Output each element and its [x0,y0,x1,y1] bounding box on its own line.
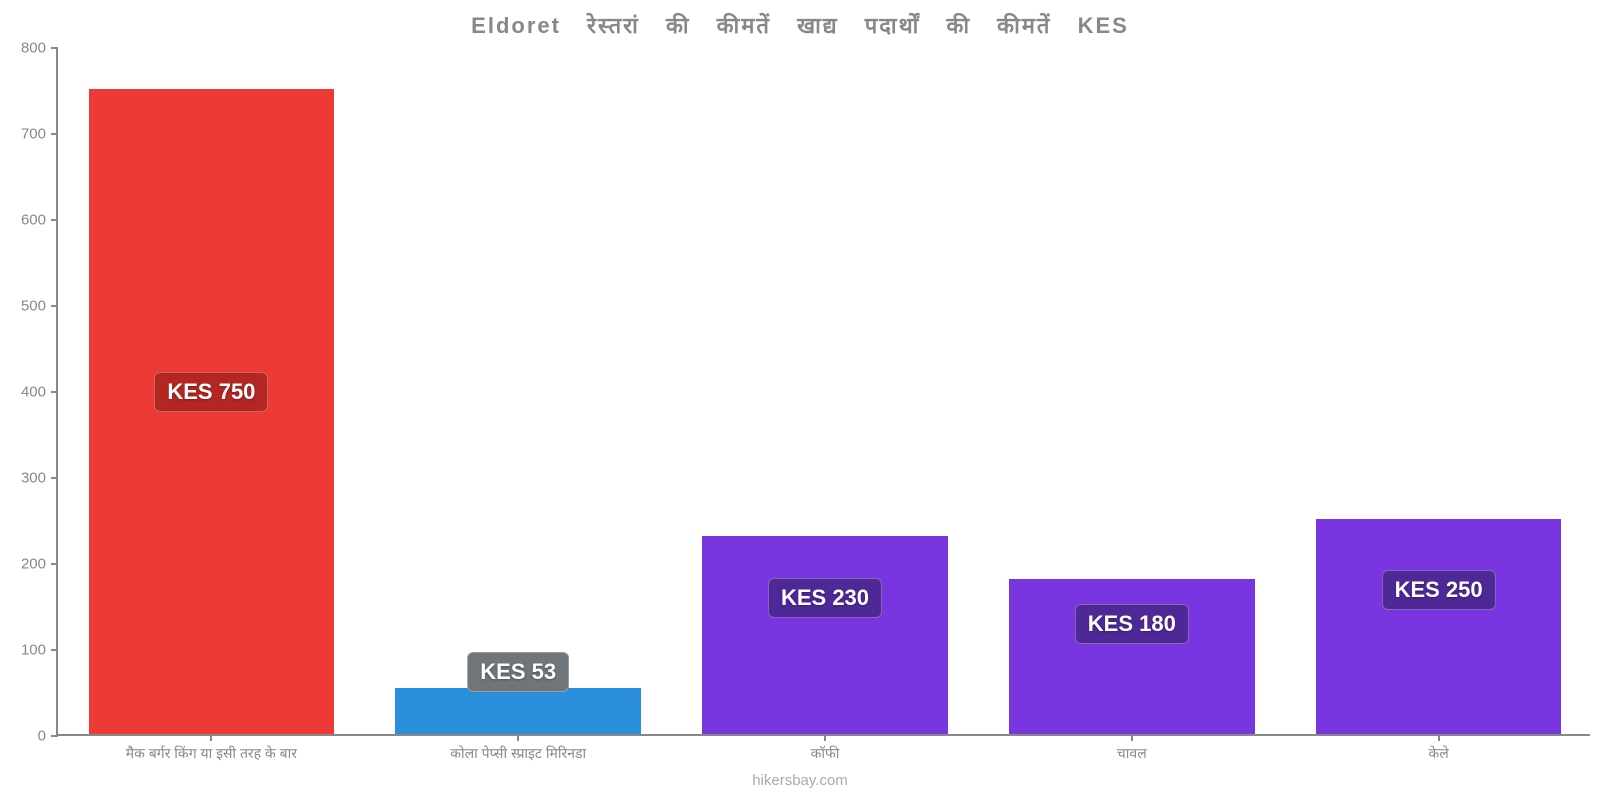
y-tick-mark [51,133,58,135]
bar [1316,519,1561,734]
bar-value-label: KES 230 [768,578,882,618]
bar [395,688,640,734]
plot-area: 0100200300400500600700800KES 750मैक बर्ग… [56,48,1590,736]
bar-value-label: KES 250 [1382,570,1496,610]
y-tick-mark [51,563,58,565]
chart-title: Eldoret रेस्तरां की कीमतें खाद्य पदार्थो… [0,0,1600,40]
y-tick-mark [51,305,58,307]
x-tick-mark [517,734,519,741]
y-tick-mark [51,477,58,479]
bar [702,536,947,734]
y-tick-mark [51,219,58,221]
chart-container: Eldoret रेस्तरां की कीमतें खाद्य पदार्थो… [0,0,1600,800]
bar [1009,579,1254,734]
y-tick-mark [51,735,58,737]
x-tick-mark [824,734,826,741]
x-tick-mark [210,734,212,741]
y-tick-mark [51,649,58,651]
x-tick-mark [1438,734,1440,741]
x-tick-mark [1131,734,1133,741]
y-tick-mark [51,391,58,393]
bar-value-label: KES 53 [467,652,569,692]
bar-value-label: KES 750 [154,372,268,412]
bar-value-label: KES 180 [1075,604,1189,644]
y-tick-mark [51,47,58,49]
chart-footer: hikersbay.com [752,772,848,789]
